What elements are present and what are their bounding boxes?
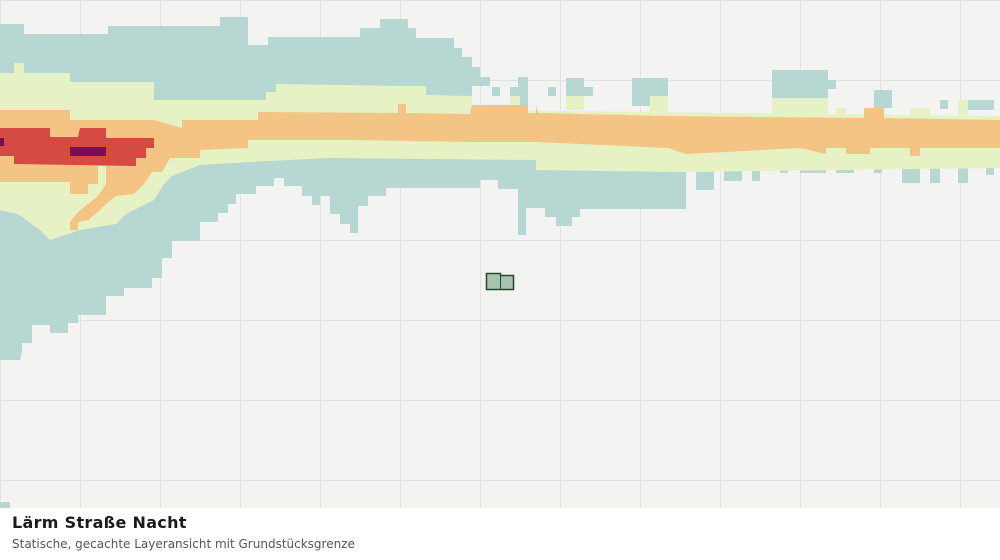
noise-layer (0, 17, 1000, 508)
noise-zone-extreme (70, 147, 106, 156)
noise-zone-medium-fragments (510, 96, 1000, 164)
noise-zone-extreme (0, 138, 4, 146)
map (0, 0, 1000, 508)
noise-zone-medium (0, 63, 1000, 240)
map-subtitle: Statische, gecachte Layeransicht mit Gru… (12, 537, 355, 551)
noise-zone-high (0, 104, 1000, 230)
caption: Lärm Straße Nacht Statische, gecachte La… (0, 508, 1000, 560)
map-title: Lärm Straße Nacht (12, 513, 187, 532)
